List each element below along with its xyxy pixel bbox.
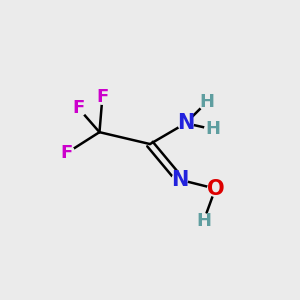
Circle shape (71, 101, 86, 116)
Circle shape (172, 172, 188, 188)
Text: F: F (61, 144, 73, 162)
Circle shape (196, 214, 211, 229)
Circle shape (95, 89, 110, 104)
Circle shape (205, 122, 220, 137)
Circle shape (199, 95, 214, 110)
Circle shape (59, 145, 74, 161)
Text: H: H (205, 120, 220, 138)
Text: F: F (73, 99, 85, 117)
Text: N: N (177, 113, 194, 133)
Text: F: F (96, 88, 109, 106)
Circle shape (178, 116, 194, 131)
Text: H: H (196, 212, 211, 230)
Circle shape (208, 181, 223, 197)
Text: N: N (171, 170, 188, 190)
Text: O: O (207, 178, 224, 199)
Text: H: H (199, 93, 214, 111)
